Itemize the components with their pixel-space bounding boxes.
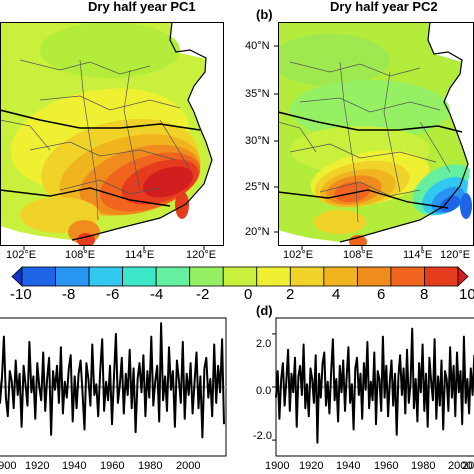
province-border [39, 95, 181, 111]
map-b-xtick: 108°E [343, 249, 374, 261]
colorbar-tick: 0 [244, 286, 253, 303]
map-b [278, 22, 474, 246]
map-b-xtick: 120°E [440, 249, 471, 261]
map-b-ytick: 25°N [245, 181, 270, 193]
colorbar-tick: 2 [286, 286, 295, 303]
map-b-xtick: 102°E [283, 249, 314, 261]
province-border [319, 181, 421, 197]
ts-d-xtick: 1960 [374, 460, 399, 472]
colorbar-segment [457, 266, 469, 287]
ts-c-xtick: 1920 [25, 460, 50, 472]
province-border [339, 61, 359, 223]
colorbar-tick: 8 [420, 286, 429, 303]
map-contour [278, 34, 390, 86]
map-a-coastline [0, 22, 213, 241]
map-contour [314, 210, 366, 234]
province-border [59, 179, 161, 195]
colorbar-tick: -4 [150, 286, 164, 303]
ts-d-xtick: 20 [462, 460, 474, 472]
map-b-taiwan [460, 193, 472, 219]
ts-c-series-line [0, 322, 225, 439]
colorbar-segment [256, 266, 291, 287]
colorbar-tick: -8 [62, 286, 76, 303]
colorbar-segment [390, 266, 425, 287]
colorbar-segment [222, 266, 258, 287]
ts-d-ytick: 2.0 [256, 338, 272, 350]
colorbar-segment [155, 266, 191, 287]
map-a-xtick: 114°E [125, 249, 155, 261]
map-b-xtick: 114°E [403, 249, 433, 261]
map-contour [334, 181, 370, 203]
map-b-ytick: 40°N [245, 40, 270, 52]
map-b-hainan [349, 235, 367, 246]
ts-c-xtick: 1980 [138, 460, 163, 472]
ts-c [0, 317, 227, 457]
colorbar-tick: 6 [377, 286, 386, 303]
province-border [289, 61, 421, 77]
river-border [278, 189, 449, 209]
ts-d-xtick: 1940 [336, 460, 361, 472]
colorbar-segment [424, 266, 459, 287]
river-border [278, 111, 463, 133]
colorbar-segment [88, 266, 124, 287]
ts-d-panel-label: (d) [256, 303, 273, 318]
ts-d-ytick: 0.0 [256, 385, 272, 397]
colorbar-tick: 10 [459, 286, 474, 303]
ts-d-xtick: 1980 [411, 460, 436, 472]
colorbar-tick: -10 [10, 286, 32, 303]
province-border [0, 119, 51, 151]
map-b-ytick: 20°N [245, 226, 270, 238]
map-a-taiwan [175, 191, 189, 219]
ts-c-xtick: 1900 [0, 460, 17, 472]
map-a-title: Dry half year PC1 [88, 0, 196, 14]
province-border [289, 143, 437, 163]
province-border [29, 141, 177, 161]
colorbar-tick: -6 [106, 286, 120, 303]
province-border [123, 69, 141, 191]
map-b-ocean [434, 44, 474, 246]
province-border [278, 121, 317, 153]
map-a-xtick: 108°E [65, 249, 96, 261]
map-contour [40, 22, 180, 78]
colorbar-segment [11, 266, 23, 287]
ts-d-xtick: 1900 [265, 460, 290, 472]
ts-d-ytick: -2.0 [253, 430, 272, 442]
ts-c-xtick: 1940 [62, 460, 87, 472]
map-a-xtick: 120°E [186, 249, 217, 261]
map-contour [142, 166, 194, 198]
colorbar-tick: -2 [196, 286, 210, 303]
colorbar-tick: 4 [332, 286, 341, 303]
colorbar-segment [21, 266, 56, 287]
map-a-ocean [176, 40, 224, 246]
map-a [0, 22, 224, 246]
map-b-ytick: 35°N [245, 88, 270, 100]
map-b-ytick: 30°N [245, 135, 270, 147]
map-b-panel-label: (b) [256, 7, 273, 22]
colorbar-segment [289, 266, 325, 287]
ts-d-xtick: 1920 [299, 460, 324, 472]
colorbar-segment [356, 266, 392, 287]
province-border [383, 71, 401, 193]
map-b-coastline [278, 22, 469, 243]
map-a-frame [0, 22, 224, 246]
map-a-xtick: 102°E [6, 249, 37, 261]
map-b-title: Dry half year PC2 [330, 0, 438, 14]
ts-d-series-line [275, 327, 474, 444]
colorbar-segment [55, 266, 90, 287]
ts-d [275, 317, 474, 457]
province-border [419, 121, 451, 173]
colorbar-segment [189, 266, 224, 287]
ts-c-xtick: 1960 [100, 460, 125, 472]
colorbar-segment [122, 266, 157, 287]
river-border [0, 109, 201, 131]
province-border [79, 59, 99, 221]
province-border [299, 97, 441, 113]
ts-c-xtick: 2000 [176, 460, 201, 472]
river-border [0, 187, 171, 207]
colorbar-segment [323, 266, 358, 287]
ts-d-xtick: 2000 [448, 460, 473, 472]
province-border [159, 119, 191, 171]
